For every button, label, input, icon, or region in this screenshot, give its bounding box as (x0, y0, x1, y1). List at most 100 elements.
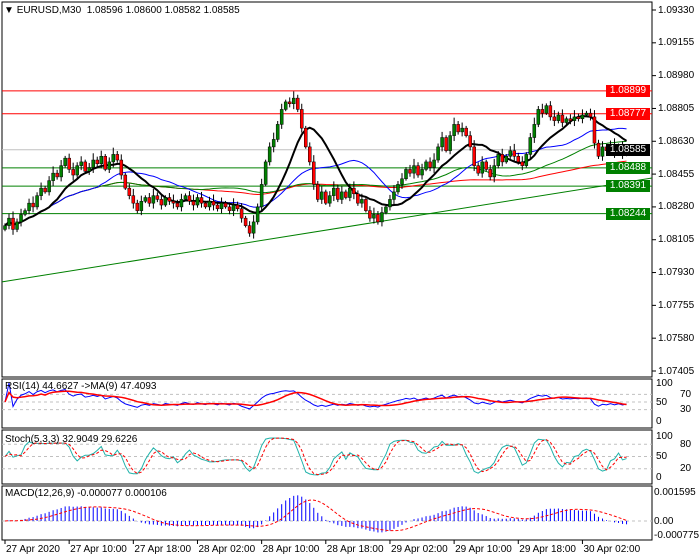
candle-body (512, 150, 517, 157)
candle-body (520, 161, 525, 166)
rsi-ma-line (4, 390, 627, 407)
candle-body (320, 191, 324, 200)
rsi-tick-label: 0 (656, 415, 662, 427)
stoch-tick-label: 100 (656, 430, 673, 442)
price-badge-support: 1.08391 (606, 180, 650, 193)
candle-body (384, 206, 388, 213)
candle-body (119, 159, 124, 176)
candle-body (55, 172, 59, 178)
candle-body (87, 167, 91, 172)
candle-body (39, 187, 43, 196)
price-tick-label: 1.08455 (658, 168, 695, 180)
candle-body (372, 214, 376, 219)
stoch-main-line (4, 437, 627, 476)
price-badge-resistance: 1.08777 (606, 107, 650, 120)
candle-body (23, 210, 27, 215)
candle-body (159, 199, 164, 206)
main-panel (1, 1, 653, 378)
candle-body (179, 199, 184, 208)
rsi-tick-label: 70 (680, 388, 692, 400)
candle-body (131, 195, 136, 204)
candle-body (223, 202, 228, 208)
candle-body (287, 101, 292, 105)
candle-body (107, 161, 112, 170)
candle-body (444, 137, 448, 151)
candle-body (344, 191, 348, 198)
candle-body (360, 199, 364, 204)
stoch-tick-label: 50 (656, 451, 668, 462)
candle-body (99, 156, 103, 165)
candle-body (215, 204, 220, 210)
price-tick-label: 1.08630 (658, 135, 695, 147)
candle-body (484, 161, 488, 170)
candle-body (275, 124, 280, 140)
time-tick-label: 28 Apr 10:00 (262, 544, 320, 555)
candle-body (251, 221, 256, 234)
candle-body (183, 195, 188, 200)
candle-body (568, 118, 573, 121)
candle-body (299, 109, 304, 129)
candle-body (19, 214, 23, 223)
candle-body (147, 197, 152, 204)
candle-body (51, 172, 55, 181)
price-tick-label: 1.09330 (658, 4, 695, 16)
time-tick-label: 29 Apr 02:00 (390, 544, 448, 555)
candle-body (456, 124, 460, 133)
candle-body (247, 225, 252, 234)
candle-body (464, 127, 468, 136)
candle-body (43, 187, 47, 193)
macd-tick-label: 0.001595 (654, 486, 696, 498)
candle-body (139, 201, 144, 211)
candle-body (259, 184, 264, 208)
candle-body (536, 109, 541, 125)
candle-body (227, 206, 232, 211)
candle-body (400, 178, 404, 185)
price-tick-label: 1.08980 (658, 70, 695, 82)
ma-mid-line (4, 127, 627, 227)
candle-body (263, 161, 268, 185)
candle-body (576, 116, 581, 120)
candle-body (440, 137, 444, 148)
candle-body (135, 202, 140, 211)
collapse-triangle-icon[interactable]: ▼ (4, 5, 14, 16)
time-tick-label: 28 Apr 18:00 (326, 544, 384, 555)
candle-body (596, 142, 601, 157)
ohlc-readout: 1.08596 1.08600 1.08582 1.08585 (86, 5, 240, 16)
candle-body (211, 201, 216, 206)
candle-body (324, 191, 328, 204)
candle-body (123, 174, 128, 189)
candle-body (175, 202, 180, 208)
candle-body (199, 197, 204, 204)
candle-body (83, 161, 87, 172)
candle-body (404, 169, 408, 180)
chart-header: ▼ EURUSD,M30 1.08596 1.08600 1.08582 1.0… (4, 5, 240, 16)
candle-body (588, 112, 593, 118)
candle-body (560, 114, 565, 123)
candle-body (448, 135, 452, 151)
rsi-tick-label: 30 (680, 404, 692, 416)
candle-body (187, 195, 192, 202)
candle-body (127, 187, 132, 196)
candle-body (584, 112, 589, 116)
candle-body (308, 146, 312, 163)
candle-body (71, 169, 75, 176)
time-tick-label: 30 Apr 02:00 (583, 544, 641, 555)
rsi-tick-label: 100 (656, 377, 673, 389)
candle-body (364, 199, 368, 211)
candle-body (548, 105, 553, 118)
candle-body (472, 146, 476, 166)
candle-body (111, 154, 116, 163)
price-tick-label: 1.08280 (658, 201, 695, 213)
candle-body (279, 109, 284, 125)
stoch-tick-label: 20 (680, 463, 692, 475)
candle-body (508, 150, 513, 157)
candle-body (376, 214, 380, 223)
time-tick-label: 29 Apr 10:00 (455, 544, 512, 555)
price-tick-label: 1.08105 (658, 234, 695, 246)
price-tick-label: 1.07580 (658, 332, 695, 344)
candle-body (207, 201, 212, 208)
time-tick-label: 29 Apr 18:00 (519, 544, 576, 555)
candle-body (452, 124, 456, 136)
rsi-tick-label: 50 (656, 396, 668, 408)
